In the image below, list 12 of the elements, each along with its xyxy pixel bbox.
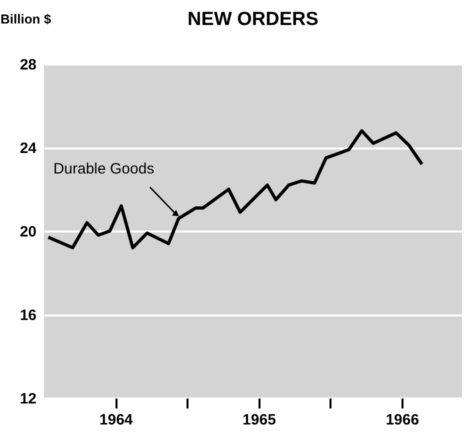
y-tick-label: 24 — [20, 140, 38, 157]
line-series — [46, 129, 424, 250]
y-tick-label: 12 — [20, 390, 36, 408]
y-axis-title: Billion $ — [0, 12, 52, 26]
x-tick-label: 1964 — [99, 412, 134, 428]
text: Durable Goods — [53, 160, 154, 178]
x-tick-label: 1965 — [242, 412, 276, 428]
x-tick-label: 1966 — [386, 412, 420, 428]
y-tick-label: 16 — [20, 307, 36, 324]
y-tick-label: 28 — [20, 56, 36, 74]
y-tick-label: 20 — [20, 224, 36, 240]
chart-title: NEW ORDERS — [188, 9, 318, 30]
